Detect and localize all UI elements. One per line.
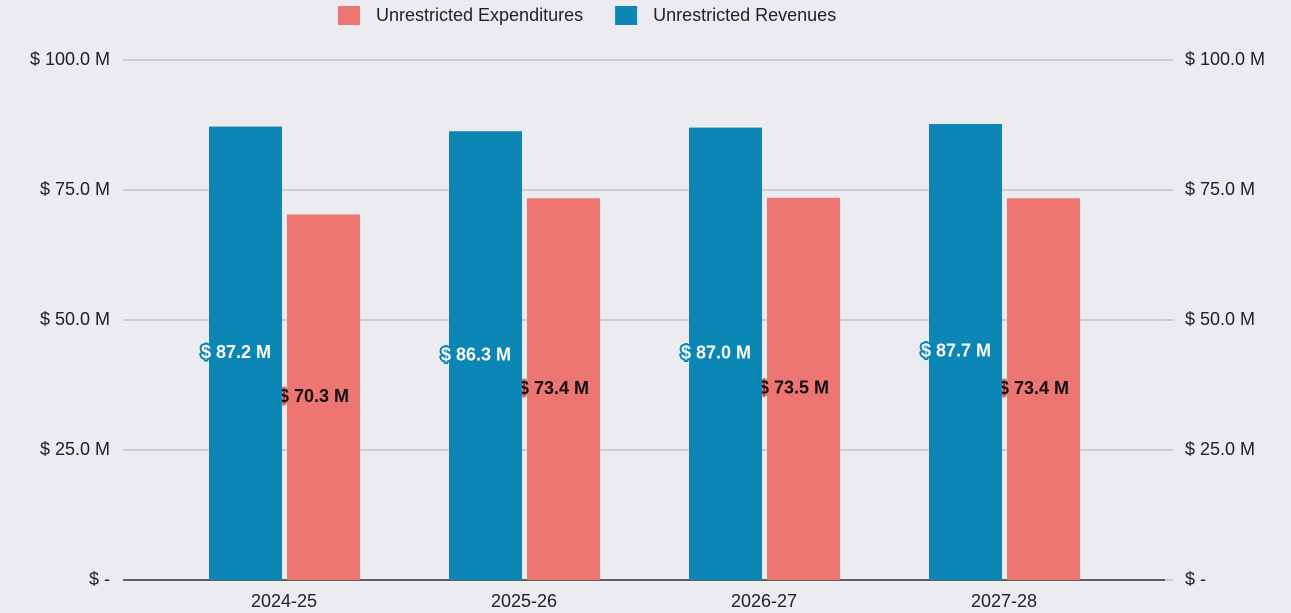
bar bbox=[689, 127, 762, 580]
value-label: $ 87.2 M bbox=[201, 342, 271, 362]
x-tick-label: 2026-27 bbox=[731, 591, 797, 611]
y-tick-label: $ 50.0 M bbox=[40, 309, 110, 329]
value-label: $ 86.3 M bbox=[441, 344, 511, 364]
bar bbox=[527, 198, 600, 580]
legend-label: Unrestricted Expenditures bbox=[376, 5, 583, 25]
y-tick-label: $ - bbox=[89, 569, 110, 589]
bar bbox=[449, 131, 522, 581]
value-label: $ 73.4 M bbox=[519, 378, 589, 398]
legend-swatch bbox=[615, 6, 638, 25]
value-label: $ 87.0 M bbox=[681, 343, 751, 363]
x-tick-label: 2024-25 bbox=[251, 591, 317, 611]
x-tick-label: 2025-26 bbox=[491, 591, 557, 611]
value-label: $ 70.3 M bbox=[279, 386, 349, 406]
bar bbox=[209, 126, 282, 580]
bar bbox=[287, 214, 360, 580]
bar bbox=[1007, 198, 1080, 580]
y2-tick-label: $ 25.0 M bbox=[1185, 439, 1255, 459]
legend-label: Unrestricted Revenues bbox=[653, 5, 836, 25]
x-tick-label: 2027-28 bbox=[971, 591, 1037, 611]
value-label: $ 73.4 M bbox=[999, 378, 1069, 398]
y2-tick-label: $ - bbox=[1185, 569, 1206, 589]
y-tick-label: $ 100.0 M bbox=[30, 49, 110, 69]
value-label: $ 87.7 M bbox=[921, 341, 991, 361]
y2-tick-label: $ 75.0 M bbox=[1185, 179, 1255, 199]
y2-tick-label: $ 50.0 M bbox=[1185, 309, 1255, 329]
y2-tick-label: $ 100.0 M bbox=[1185, 49, 1265, 69]
bar bbox=[767, 197, 840, 581]
value-label: $ 73.5 M bbox=[759, 378, 829, 398]
legend-swatch bbox=[338, 6, 360, 25]
y-tick-label: $ 75.0 M bbox=[40, 179, 110, 199]
bar bbox=[929, 123, 1002, 581]
y-tick-label: $ 25.0 M bbox=[40, 439, 110, 459]
